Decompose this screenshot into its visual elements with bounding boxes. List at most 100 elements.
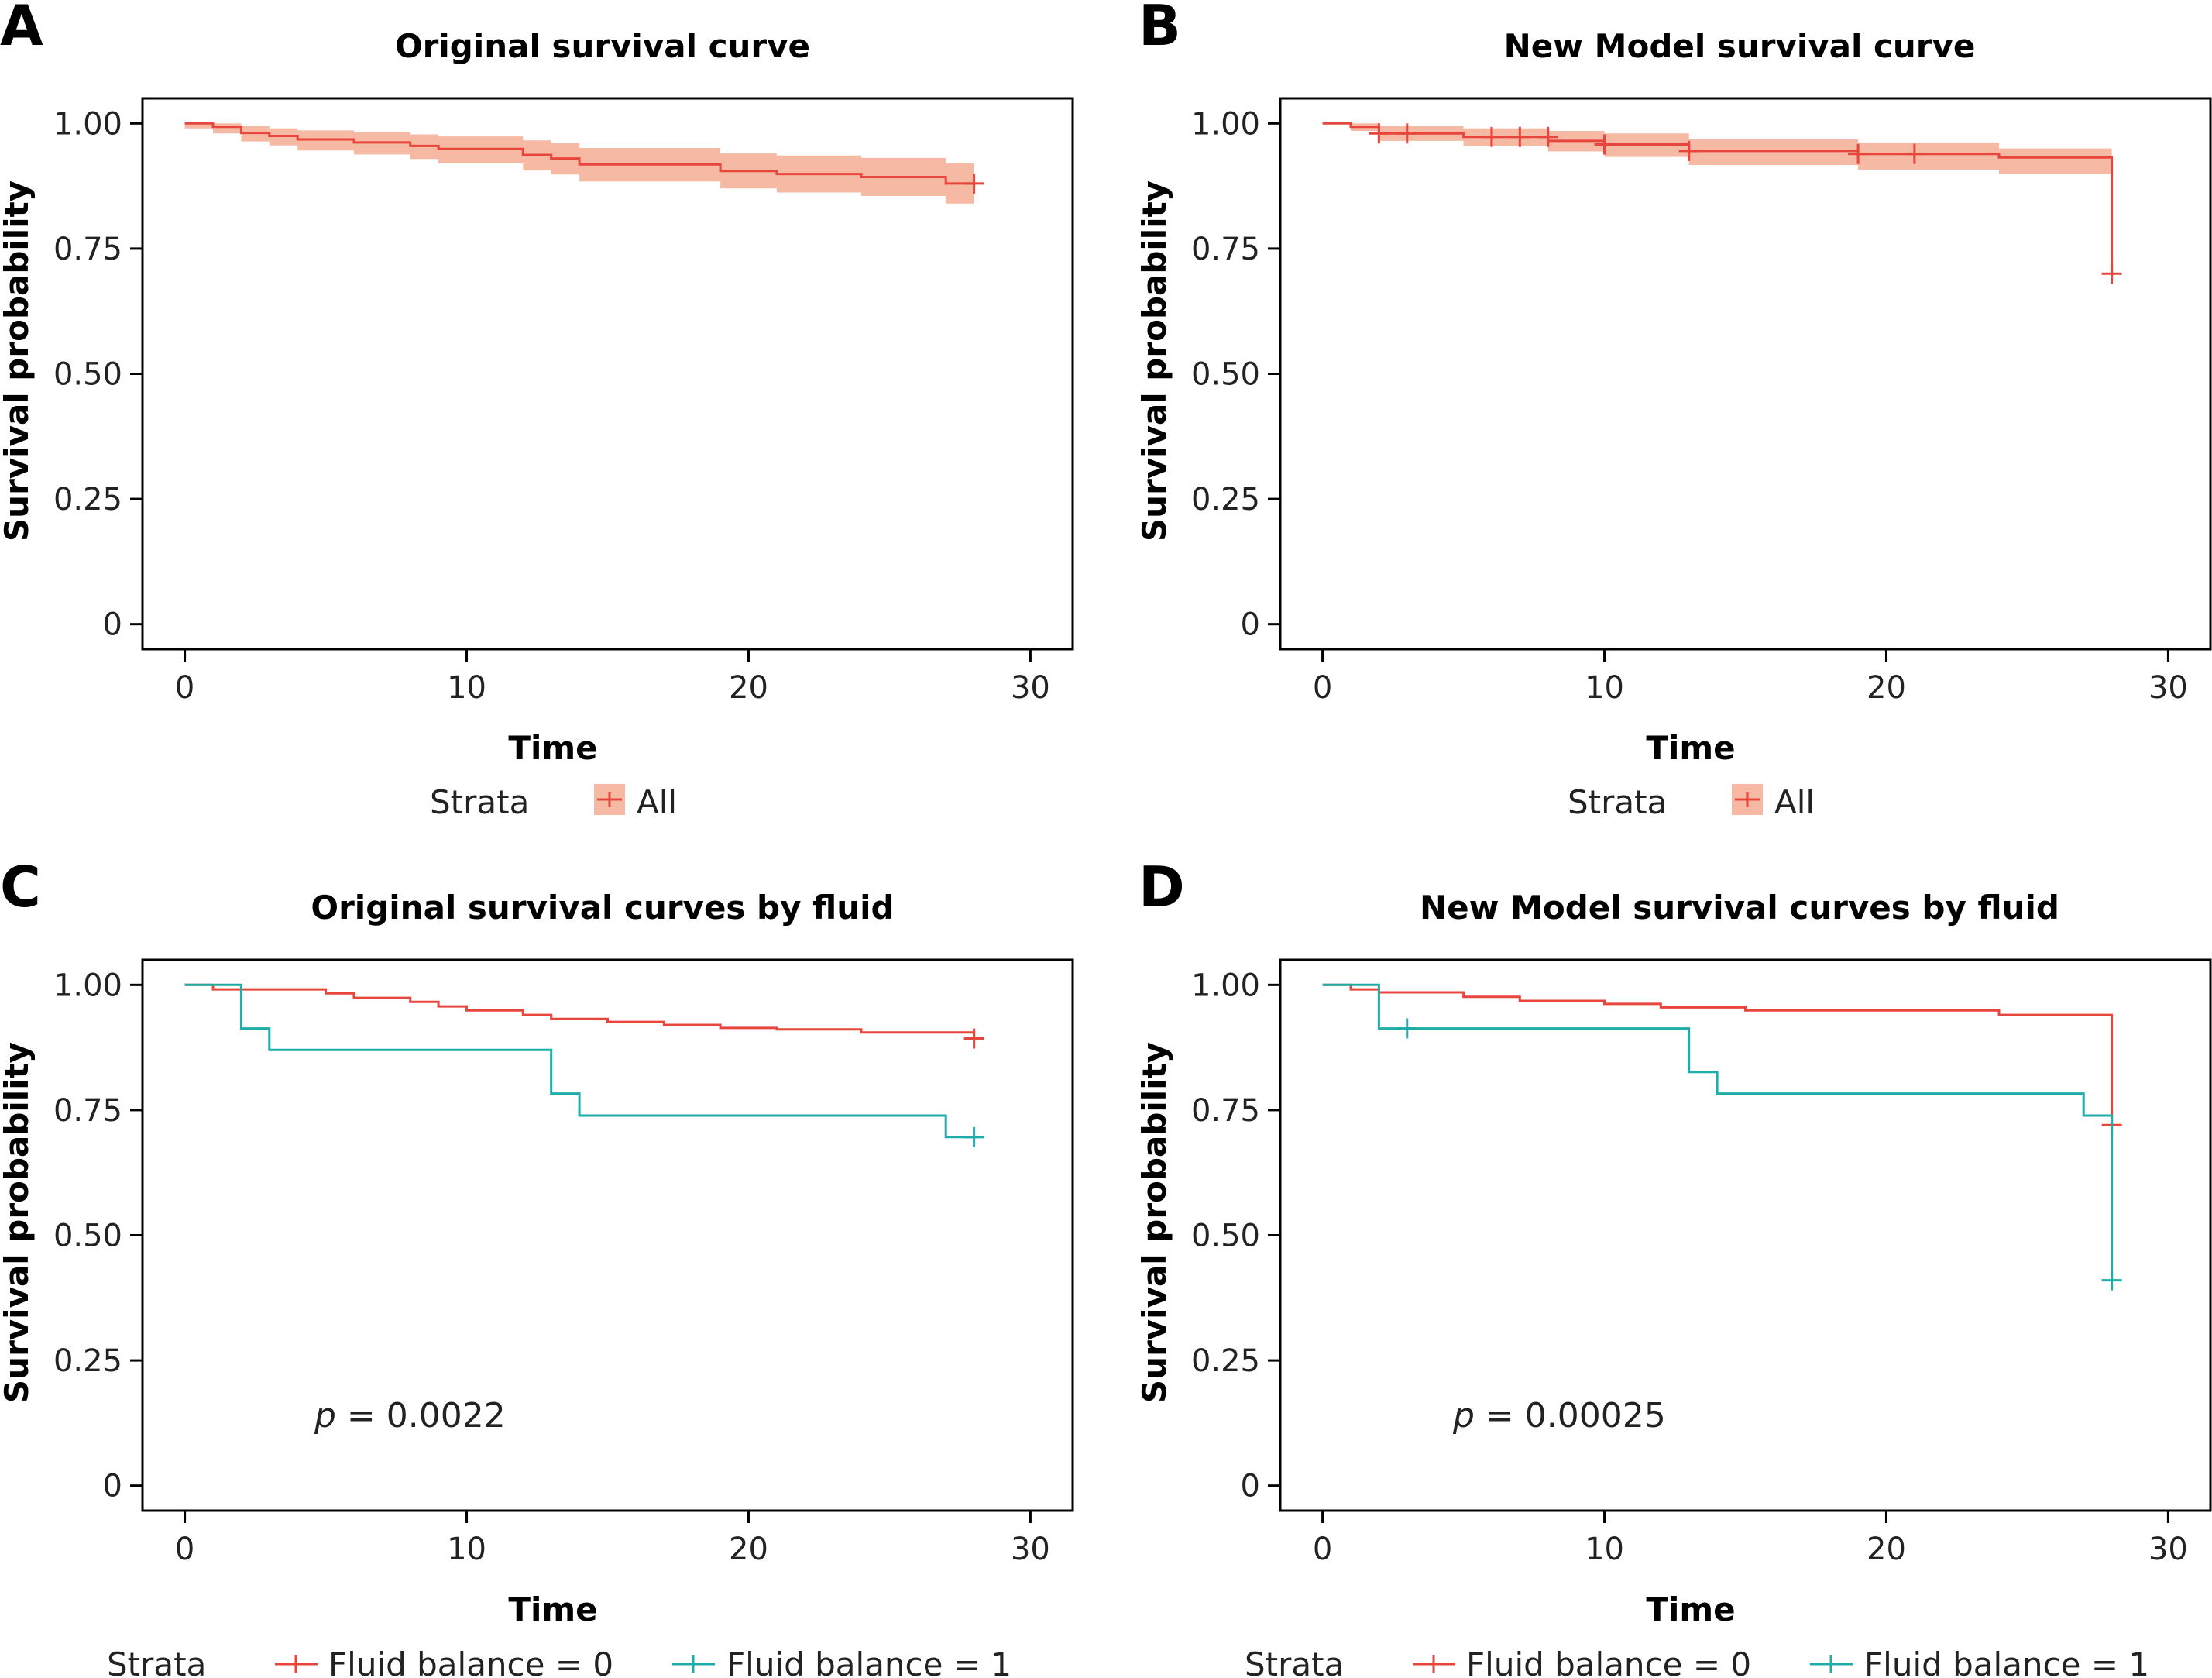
censor-mark-all-b	[1369, 123, 1389, 144]
y-tick-label-a: 0.75	[53, 232, 122, 267]
x-tick-label-d: 10	[1585, 1532, 1624, 1567]
plot-frame-b	[1279, 97, 2212, 651]
plot-frame-d	[1279, 958, 2212, 1512]
legend-label-fb1-d: Fluid balance = 1	[1864, 1645, 2149, 1678]
plot-area-a: 0 10 20 30 0 0.25 0.50 0.75 1.00	[53, 97, 1074, 706]
x-tick-label-c: 0	[175, 1532, 194, 1567]
x-tick-label-c: 30	[1011, 1532, 1050, 1567]
legend-b: Strata All	[1568, 783, 1815, 821]
panel-title-b: New Model survival curve	[1504, 27, 1976, 65]
x-tick-label-b: 10	[1585, 670, 1624, 706]
y-tick-label-d: 1.00	[1191, 968, 1260, 1003]
y-tick-label-b: 0	[1241, 607, 1260, 643]
legend-title-b: Strata	[1568, 783, 1667, 821]
p-value-annotation-c: p = 0.0022	[314, 1396, 506, 1436]
x-axis-title-a: Time	[508, 729, 597, 767]
y-axis-title-a: Survival probability	[0, 181, 36, 542]
x-axis-title-b: Time	[1646, 729, 1735, 767]
survival-curve-fluid-balance-1-d	[1322, 983, 2114, 1281]
y-axis-title-c: Survival probability	[0, 1042, 36, 1403]
panel-letter-c: C	[0, 854, 41, 920]
censor-mark-all-b	[1678, 140, 1699, 161]
y-tick-label-b: 0.25	[1191, 482, 1260, 517]
y-tick-label-b: 0.50	[1191, 357, 1260, 393]
panel-a: A Original survival curve 0 10 20 30 0 0.25 0.…	[0, 0, 1074, 821]
legend-label-all-a: All	[637, 783, 677, 821]
legend-title-a: Strata	[430, 783, 529, 821]
censor-mark-fluid-balance-1-d	[2101, 1270, 2122, 1291]
p-value-c: = 0.0022	[336, 1396, 506, 1436]
censor-mark-fluid-balance-1-d	[1396, 1018, 1417, 1039]
censor-mark-all-b	[1537, 126, 1558, 147]
censor-mark-all-b	[1848, 143, 1869, 164]
panel-c: C Original survival curves by fluid 0 10 2…	[0, 854, 1074, 1678]
x-tick-label-d: 20	[1867, 1532, 1906, 1567]
censor-mark-all-b	[1396, 123, 1417, 144]
plot-area-d: 0 10 20 30 0 0.25 0.50 0.75 1.00	[1191, 958, 2212, 1567]
y-tick-label-c: 1.00	[53, 968, 122, 1003]
y-tick-label-a: 1.00	[53, 106, 122, 142]
p-symbol-d: p	[1452, 1396, 1475, 1436]
y-tick-label-c: 0.75	[53, 1093, 122, 1129]
y-tick-label-d: 0	[1241, 1469, 1260, 1504]
censor-mark-fluid-balance-0-c	[963, 1028, 984, 1049]
y-tick-label-c: 0.50	[53, 1219, 122, 1254]
p-value-d: = 0.00025	[1475, 1396, 1666, 1436]
y-axis-title-b: Survival probability	[1135, 181, 1173, 542]
x-tick-label-a: 10	[447, 670, 486, 706]
y-tick-label-a: 0.50	[53, 357, 122, 393]
panel-letter-a: A	[0, 0, 43, 58]
censor-mark-all-b	[1481, 126, 1502, 147]
y-tick-label-a: 0	[103, 607, 122, 643]
survival-curve-fluid-balance-1-c	[184, 983, 974, 1139]
x-tick-label-c: 10	[447, 1532, 486, 1567]
x-axis-title-d: Time	[1646, 1590, 1735, 1628]
plot-area-c: 0 10 20 30 0 0.25 0.50 0.75 1.00	[53, 958, 1074, 1567]
y-tick-label-b: 0.75	[1191, 232, 1260, 267]
p-symbol-c: p	[314, 1396, 336, 1436]
panel-title-d: New Model survival curves by fluid	[1420, 889, 2059, 927]
x-tick-label-b: 30	[2148, 670, 2188, 706]
legend-title-d: Strata	[1245, 1645, 1344, 1678]
p-value-annotation-d: p = 0.00025	[1452, 1396, 1666, 1436]
x-axis-title-c: Time	[508, 1590, 597, 1628]
censor-mark-all-b	[2101, 263, 2122, 284]
panel-title-c: Original survival curves by fluid	[311, 889, 894, 927]
y-tick-label-d: 0.25	[1191, 1343, 1260, 1379]
panel-b: B New Model survival curve 0 10 20 3000.250…	[1135, 0, 2212, 821]
x-tick-label-a: 30	[1011, 670, 1050, 706]
x-tick-label-b: 20	[1867, 670, 1906, 706]
survival-curve-fluid-balance-0-c	[184, 983, 976, 1039]
confidence-band-all-b	[1322, 123, 2112, 274]
censor-mark-all-b	[1510, 126, 1530, 147]
y-axis-title-d: Survival probability	[1135, 1042, 1173, 1403]
x-tick-label-d: 30	[2148, 1532, 2188, 1567]
x-tick-label-a: 0	[175, 670, 194, 706]
censor-mark-fluid-balance-1-c	[963, 1126, 984, 1147]
y-tick-label-a: 0.25	[53, 482, 122, 517]
y-tick-label-c: 0.25	[53, 1343, 122, 1379]
x-tick-label-a: 20	[729, 670, 768, 706]
legend-title-c: Strata	[107, 1645, 206, 1678]
y-tick-label-d: 0.75	[1191, 1093, 1260, 1129]
legend-a: Strata All	[430, 783, 677, 821]
y-tick-label-b: 1.00	[1191, 106, 1260, 142]
censor-mark-all-b	[1904, 143, 1925, 164]
panel-d: D New Model survival curves by fluid 0 10…	[1135, 854, 2212, 1678]
y-tick-label-d: 0.50	[1191, 1219, 1260, 1254]
x-tick-label-d: 0	[1313, 1532, 1332, 1567]
panel-title-a: Original survival curve	[395, 27, 810, 65]
censor-mark-all-b	[1594, 134, 1615, 155]
plot-frame-c	[141, 958, 1074, 1512]
survival-curve-fluid-balance-0-d	[1322, 983, 2114, 1126]
legend-label-fb0-c: Fluid balance = 0	[328, 1645, 613, 1678]
survival-curve-all-a	[184, 122, 974, 185]
panel-letter-b: B	[1139, 0, 1181, 58]
x-tick-label-b: 0	[1313, 670, 1332, 706]
plot-area-b: 0 10 20 30 0 0.25 0.50 0.75 1.00	[1191, 97, 2212, 706]
legend-label-all-b: All	[1774, 783, 1815, 821]
y-tick-label-c: 0	[103, 1469, 122, 1504]
x-tick-label-c: 20	[729, 1532, 768, 1567]
legend-c: Strata Fluid balance = 0 Fluid balance =…	[107, 1645, 1012, 1678]
legend-label-fb0-d: Fluid balance = 0	[1466, 1645, 1751, 1678]
